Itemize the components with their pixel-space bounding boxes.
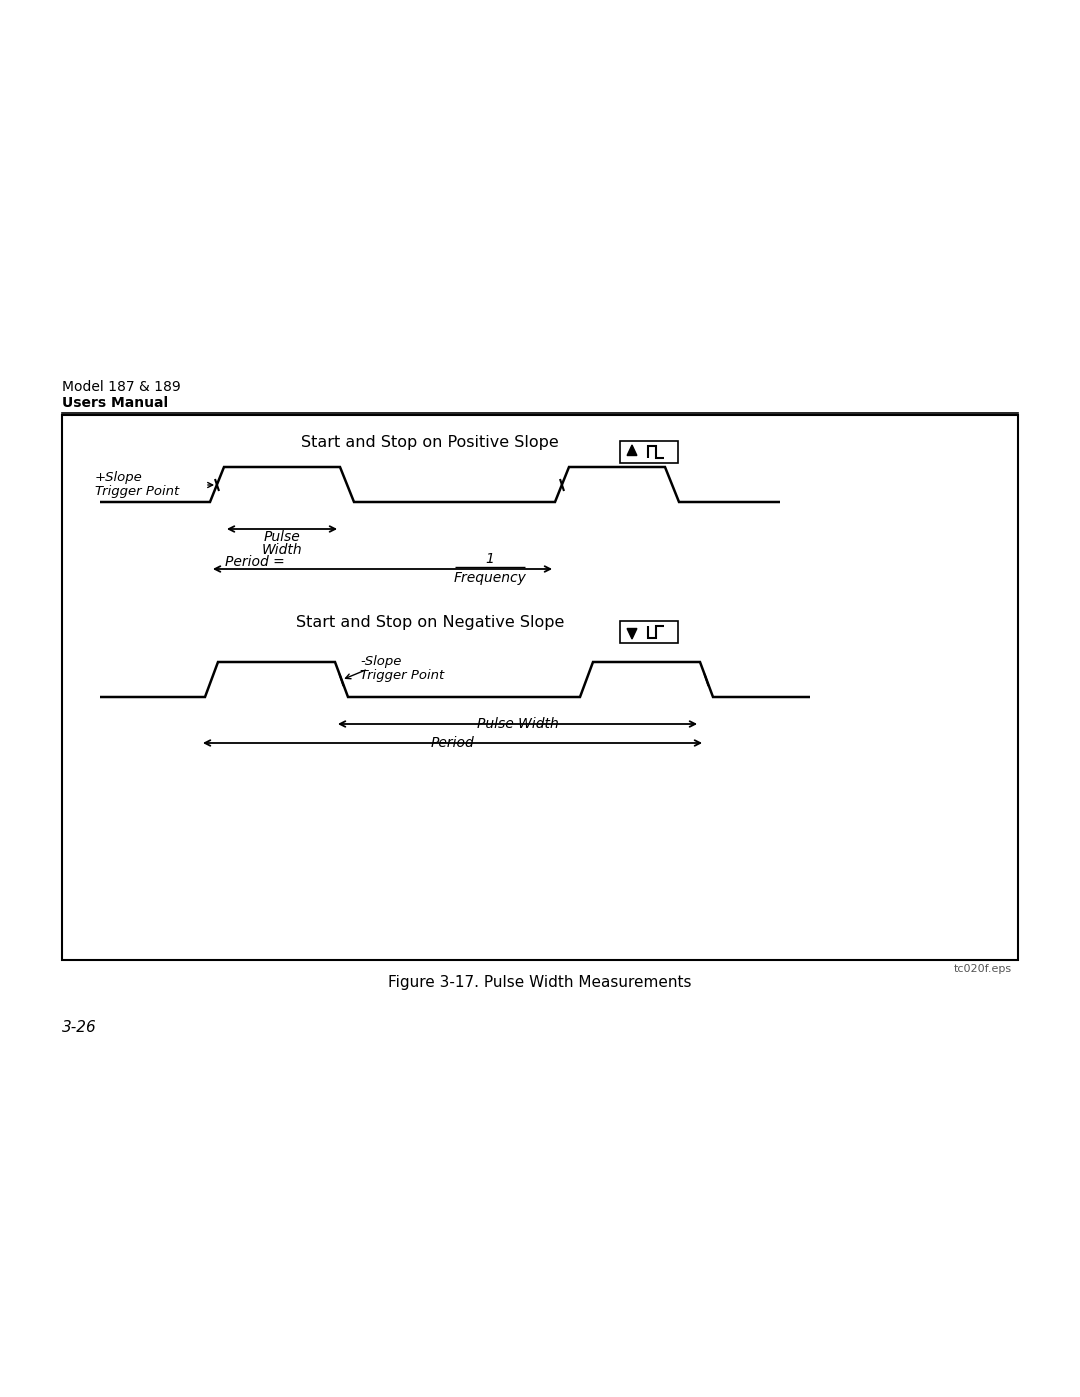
Polygon shape <box>627 629 637 638</box>
Bar <box>620 622 678 643</box>
Text: Figure 3-17. Pulse Width Measurements: Figure 3-17. Pulse Width Measurements <box>388 975 692 989</box>
Text: Period =: Period = <box>225 555 285 569</box>
Text: Start and Stop on Positive Slope: Start and Stop on Positive Slope <box>301 434 558 450</box>
Text: tc020f.eps: tc020f.eps <box>954 964 1012 974</box>
Text: Width: Width <box>261 543 302 557</box>
Text: -Slope: -Slope <box>360 655 402 669</box>
Bar <box>620 441 678 462</box>
Text: Model 187 & 189: Model 187 & 189 <box>62 380 180 394</box>
Bar <box>62 415 1018 960</box>
Text: Period: Period <box>431 736 474 750</box>
Text: Users Manual: Users Manual <box>62 395 168 409</box>
Polygon shape <box>627 446 637 455</box>
Text: Pulse Width: Pulse Width <box>476 717 558 731</box>
Text: Frequency: Frequency <box>454 571 526 585</box>
Text: Pulse: Pulse <box>264 529 300 543</box>
Text: +Slope: +Slope <box>95 471 143 483</box>
Text: 1: 1 <box>486 552 495 566</box>
Text: Trigger Point: Trigger Point <box>95 485 179 497</box>
Text: Start and Stop on Negative Slope: Start and Stop on Negative Slope <box>296 615 564 630</box>
Text: 3-26: 3-26 <box>62 1020 97 1035</box>
Text: Trigger Point: Trigger Point <box>360 669 444 682</box>
